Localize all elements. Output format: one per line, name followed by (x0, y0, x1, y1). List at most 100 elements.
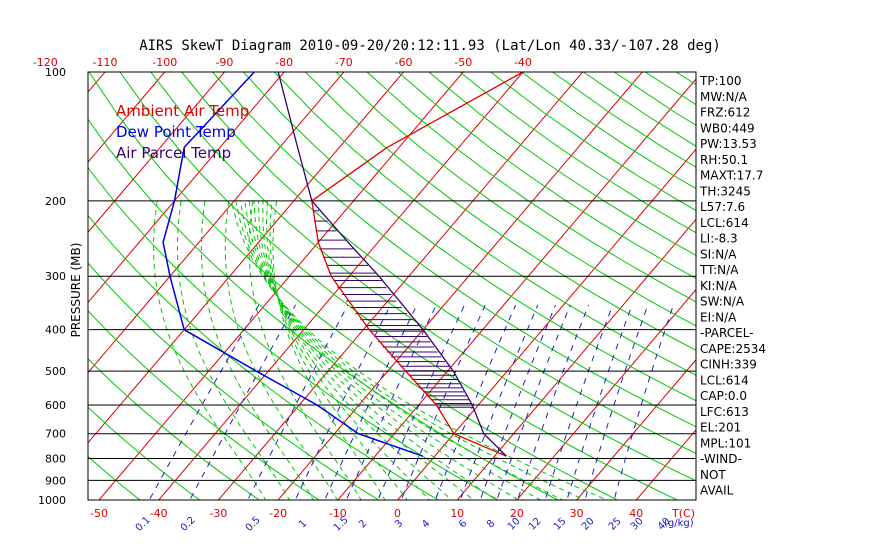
dry-adiabat-line (335, 72, 696, 327)
isotherm-line (277, 72, 643, 500)
moist-adiabat-line (152, 200, 267, 500)
series-line (162, 72, 424, 457)
mixing-ratio-line (479, 304, 556, 500)
dry-adiabat-line (150, 72, 696, 482)
bottom-temp-tick-label: 10 (450, 507, 464, 520)
index-value: -WIND- (700, 452, 742, 466)
isotherm-line (88, 72, 404, 444)
dry-adiabat-line (459, 72, 696, 234)
mixing-ratio-line (584, 304, 649, 500)
index-value: MAXT:17.7 (700, 169, 763, 183)
dry-adiabat-line (88, 310, 320, 500)
mixing-ratio-label: 25 (607, 516, 624, 533)
moist-adiabat-line (272, 200, 386, 500)
legend-entry: Ambient Air Temp (116, 102, 249, 120)
index-value: CAPE:2534 (700, 342, 766, 356)
pressure-tick-label: 600 (45, 399, 66, 412)
index-value: NOT (700, 468, 726, 482)
isotherm-line (575, 358, 696, 500)
dry-adiabat-line (88, 358, 261, 500)
index-value: SW:N/A (700, 295, 745, 309)
top-temp-tick-label: -120 (33, 56, 58, 69)
dry-adiabat-line (274, 72, 696, 376)
bottom-temp-tick-label: -10 (329, 507, 347, 520)
index-value: -PARCEL- (700, 326, 754, 340)
bottom-temp-tick-label: 20 (510, 507, 524, 520)
isotherm-line (88, 72, 225, 234)
top-temp-tick-label: -80 (275, 56, 293, 69)
plot-frame (87, 71, 697, 501)
isotherm-line (217, 72, 584, 500)
dry-adiabat-line (243, 72, 696, 402)
moist-adiabat-line (200, 200, 314, 500)
pressure-tick-label: 500 (45, 365, 66, 378)
index-value: CAP:0.0 (700, 389, 747, 403)
index-value: AVAIL (700, 484, 734, 498)
background-grid (0, 72, 696, 509)
pressure-tick-label: 700 (45, 428, 66, 441)
mixing-ratio-line (496, 304, 571, 500)
bottom-temp-tick-label: -30 (209, 507, 227, 520)
axes-labels: 1002003004005006007008009001000PRESSURE … (33, 56, 695, 534)
top-temp-tick-label: -60 (395, 56, 413, 69)
top-temp-tick-label: -90 (215, 56, 233, 69)
index-value: MW:N/A (700, 90, 748, 104)
y-axis-label: PRESSURE (MB) (69, 243, 83, 338)
mixing-ratio-label: 0.2 (179, 515, 198, 534)
moist-adiabat-line (224, 200, 338, 500)
dry-adiabat-line (88, 118, 559, 500)
index-value: RH:50.1 (700, 153, 748, 167)
dry-adiabat-line (119, 72, 679, 500)
isotherm-line (88, 72, 285, 304)
index-value: CINH:339 (700, 358, 757, 372)
isotherm-line (396, 148, 696, 500)
dry-adiabat-line (428, 72, 696, 256)
x-axis-label: T(C) (671, 507, 695, 520)
top-temp-tick-label: -110 (93, 56, 118, 69)
dry-adiabat-line (366, 72, 696, 303)
series-line (311, 72, 524, 457)
mixing-ratio-line (613, 304, 674, 500)
dry-adiabat-line (88, 166, 500, 500)
pressure-tick-label: 900 (45, 474, 66, 487)
chart-title: AIRS SkewT Diagram 2010-09-20/20:12:11.9… (139, 38, 721, 54)
mixing-ratio-label: 3 (393, 518, 405, 530)
legend: Ambient Air Temp Dew Point Temp Air Parcel… (116, 102, 249, 162)
index-value: LCL:614 (700, 216, 749, 230)
bottom-temp-tick-label: 0 (394, 507, 401, 520)
sounding-series (162, 72, 524, 457)
index-value: EL:201 (700, 421, 741, 435)
top-temp-tick-label: -70 (335, 56, 353, 69)
isotherm-line (516, 288, 696, 500)
pressure-tick-label: 300 (45, 270, 66, 283)
mixing-ratio-label: 4 (420, 518, 432, 530)
mixing-ratio-label: 6 (457, 518, 469, 530)
dry-adiabat-line (88, 262, 380, 500)
isotherm-line (456, 218, 696, 500)
isotherm-line (0, 72, 45, 509)
pressure-tick-label: 100 (45, 66, 66, 79)
bottom-temp-tick-label: 30 (570, 507, 584, 520)
index-value: L57:7.6 (700, 200, 745, 214)
mixing-ratio-line (294, 304, 392, 500)
dry-adiabat-line (88, 455, 141, 500)
isotherm-line (88, 72, 106, 93)
dry-adiabat-line (88, 406, 201, 500)
index-value: TT:N/A (699, 263, 739, 277)
index-value: KI:N/A (700, 279, 737, 293)
moist-adiabat-line (253, 200, 497, 500)
index-value: WB0:449 (700, 121, 755, 135)
mixing-ratio-line (148, 304, 260, 500)
dry-adiabat-line (304, 72, 696, 351)
pressure-tick-label: 800 (45, 453, 66, 466)
index-value: MPL:101 (700, 436, 751, 450)
mixing-ratio-line (566, 304, 633, 500)
dry-adiabat-line (181, 72, 696, 455)
legend-entry: Air Parcel Temp (116, 144, 231, 162)
pressure-tick-label: 200 (45, 195, 66, 208)
index-value: EI:N/A (700, 310, 737, 324)
moist-adiabat-line (176, 200, 290, 500)
moist-adiabat-line (257, 200, 475, 500)
index-value: LI:-8.3 (700, 232, 738, 246)
dry-adiabat-line (397, 72, 696, 279)
